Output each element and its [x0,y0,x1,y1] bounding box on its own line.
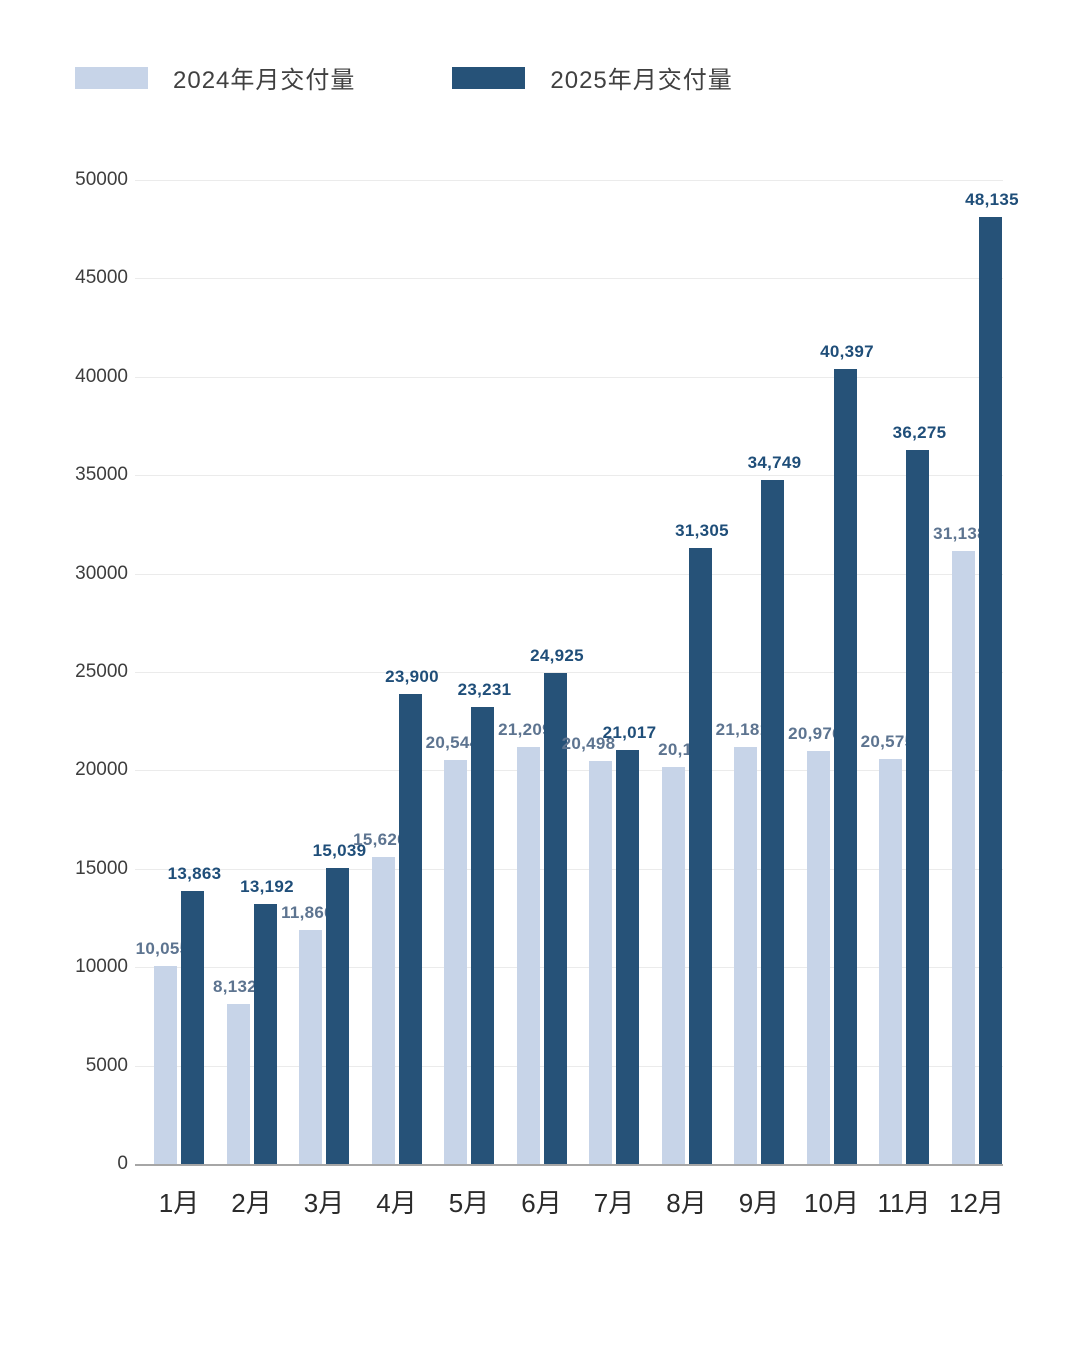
bar-value-label-2025: 31,305 [675,520,729,540]
bar-2025-7月 [616,750,639,1164]
bar-value-label-2025: 40,397 [820,341,874,361]
bar-value-label-2025: 15,039 [312,841,367,861]
legend: 2024年月交付量 2025年月交付量 [75,60,733,95]
bar-value-label-2025: 36,275 [892,423,947,443]
bar-2024-1月 [154,966,177,1164]
bar-value-label-2025: 48,135 [965,189,1019,209]
bar-value-label-2024: 10,055 [135,939,190,959]
gridline [135,770,1003,772]
bar-2025-11月 [906,450,929,1164]
y-tick-label: 30000 [75,562,128,584]
y-tick-label: 35000 [75,464,128,486]
bar-2024-12月 [951,551,975,1164]
x-tick-label: 2月 [231,1188,272,1218]
x-tick-label: 12月 [949,1188,1004,1218]
bar-value-label-2024: 20,544 [425,732,480,752]
legend-label-2024: 2024年月交付量 [173,67,356,94]
y-tick-label: 10000 [75,956,128,978]
gridline [135,868,1003,870]
bar-value-label-2024: 20,498 [561,733,616,753]
gridline [135,573,1003,575]
bar-value-label-2025: 23,900 [385,666,439,686]
x-axis-line [135,1164,1003,1166]
bar-2025-12月 [978,216,1002,1164]
bar-2024-9月 [734,747,757,1164]
bar-2025-10月 [833,369,857,1164]
gridline [135,672,1003,673]
bar-value-label-2025: 13,192 [240,877,294,897]
y-tick-label: 15000 [75,857,128,879]
y-tick-label: 45000 [75,267,128,289]
y-tick-label: 5000 [85,1054,128,1076]
legend-item-2025: 2025年月交付量 [452,60,732,95]
x-tick-label: 9月 [738,1188,780,1218]
bar-value-label-2025: 34,749 [747,453,802,473]
bar-value-label-2025: 21,017 [602,723,657,743]
bar-2025-1月 [181,891,204,1164]
bar-2025-5月 [471,706,494,1164]
bar-2024-8月 [661,766,685,1164]
bar-2024-10月 [806,751,830,1164]
bar-value-label-2024: 8,132 [212,976,258,996]
bar-2024-5月 [444,759,467,1164]
x-tick-label: 3月 [303,1188,345,1218]
bar-value-label-2024: 31,138 [933,524,987,544]
x-tick-label: 7月 [593,1188,635,1218]
bar-2025-2月 [253,904,277,1164]
gridline [135,967,1003,969]
bar-2025-8月 [688,547,712,1164]
bar-value-label-2024: 21,181 [715,720,770,740]
bar-value-label-2024: 21,209 [498,719,552,739]
legend-label-2025: 2025年月交付量 [550,67,733,94]
bar-2025-3月 [326,868,349,1164]
x-tick-label: 5月 [448,1188,490,1218]
gridline [135,278,1003,280]
bar-2024-4月 [371,856,395,1164]
y-tick-label: 20000 [75,759,128,781]
gridline [135,180,1003,181]
bar-2024-6月 [516,746,540,1164]
gridline [135,1065,1003,1067]
bar-value-label-2025: 13,863 [167,864,222,884]
bar-value-label-2024: 20,976 [788,724,842,744]
y-tick-label: 40000 [75,365,128,387]
bar-2025-9月 [761,480,784,1164]
x-tick-label: 8月 [666,1188,707,1218]
bar-2024-2月 [226,1003,250,1164]
gridline [135,475,1003,477]
y-tick-label: 25000 [75,661,128,682]
bar-value-label-2025: 24,925 [530,646,584,666]
x-tick-label: 6月 [521,1188,562,1218]
legend-swatch-2025 [452,66,526,89]
y-tick-label: 0 [117,1153,128,1174]
bar-2024-11月 [879,759,902,1164]
x-tick-label: 11月 [877,1188,931,1218]
bar-2025-4月 [398,693,422,1164]
gridline [135,376,1003,378]
y-tick-label: 50000 [75,169,128,190]
legend-item-2024: 2024年月交付量 [75,60,355,95]
bar-value-label-2024: 11,866 [281,903,334,923]
bar-2024-7月 [589,760,612,1164]
legend-swatch-2024 [75,66,148,89]
bar-value-label-2024: 20,575 [860,732,915,752]
bar-2024-3月 [299,930,322,1164]
x-tick-label: 1月 [158,1188,200,1218]
x-tick-label: 10月 [804,1188,859,1218]
x-tick-label: 4月 [376,1188,417,1218]
bar-value-label-2024: 15,620 [353,829,407,849]
bar-value-label-2025: 23,231 [457,679,512,699]
bar-2025-6月 [543,673,567,1164]
